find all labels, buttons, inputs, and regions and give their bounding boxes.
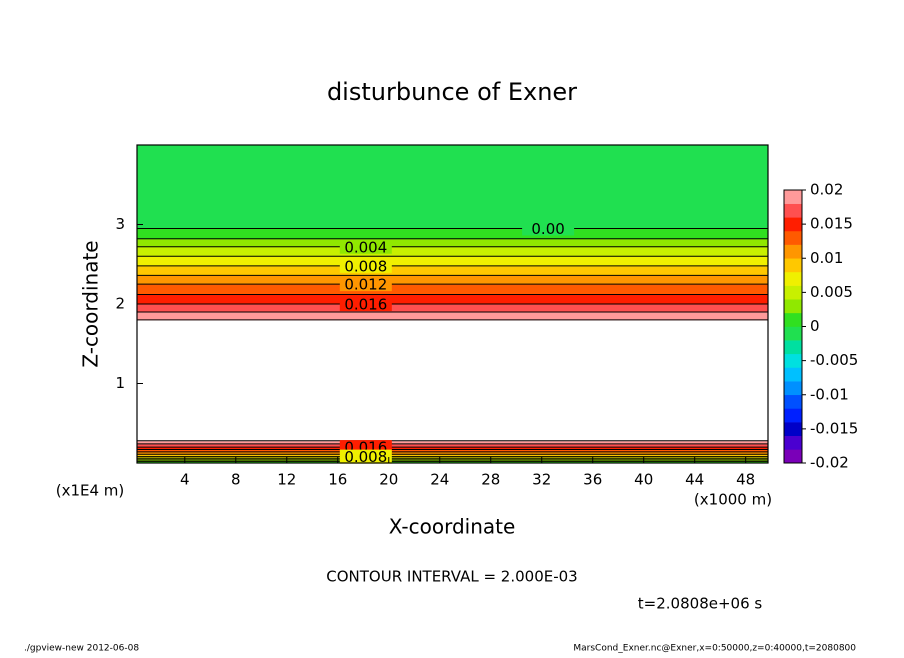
contour-label: 0.00 [531, 220, 564, 238]
x-tick-label: 24 [430, 471, 449, 489]
contour-label: 0.008 [344, 257, 387, 275]
colorbar-swatch [784, 353, 802, 368]
colorbar-swatch [784, 449, 802, 464]
contour-fill [137, 265, 768, 276]
x-tick-label: 12 [277, 471, 296, 489]
contour-label-bg [339, 297, 392, 311]
colorbar-swatch [784, 367, 802, 382]
contour-fill [137, 447, 768, 450]
x-tick-label: 8 [231, 471, 241, 489]
contour-fill [137, 319, 768, 345]
colorbar-swatch [784, 258, 802, 273]
colorbar-swatch [784, 203, 802, 218]
contour-fill [137, 343, 768, 416]
contour-label-bg [339, 258, 392, 273]
contour-fill [137, 451, 768, 455]
colorbar-swatch [784, 435, 802, 450]
colorbar-tick-label: -0.01 [810, 385, 849, 403]
contour-fill [137, 459, 768, 462]
contour-label: 0.016 [344, 296, 387, 314]
x-tick-label: 44 [685, 471, 704, 489]
colorbar-swatch [784, 244, 802, 259]
colorbar-swatch [784, 326, 802, 341]
contour-fill [137, 238, 768, 248]
y-tick-label: 1 [115, 374, 125, 392]
contour-fill [137, 304, 768, 313]
colorbar-swatch [784, 381, 802, 396]
contour-label: 0.004 [344, 238, 387, 256]
contour-fill [137, 311, 768, 321]
colorbar-swatch [784, 271, 802, 286]
contour-fill [137, 246, 768, 257]
x-tick-label: 4 [180, 471, 190, 489]
y-unit: (x1E4 m) [56, 482, 125, 500]
contour-label-bg [339, 277, 392, 292]
colorbar-swatch [784, 340, 802, 355]
colorbar-swatch [784, 230, 802, 245]
x-tick-label: 16 [328, 471, 347, 489]
colorbar-swatch [784, 190, 802, 204]
colorbar-swatch [784, 312, 802, 327]
footer-left: ./gpview-new 2012-06-08 [24, 644, 139, 654]
contour-label: 0.008 [344, 448, 387, 466]
x-tick-label: 28 [481, 471, 500, 489]
colorbar-tick-label: -0.02 [810, 454, 849, 472]
contour-label-bg [339, 239, 392, 254]
chart-title: disturbunce of Exner [327, 78, 577, 106]
contour-fill [137, 294, 768, 305]
contour-fill [137, 458, 768, 461]
contour-fill [137, 256, 768, 267]
contour-label: 0.012 [344, 276, 387, 294]
x-unit: (x1000 m) [694, 491, 772, 509]
contour-fill [137, 454, 768, 458]
colorbar-swatch [784, 299, 802, 314]
y-axis-label: Z-coordinate [79, 240, 103, 367]
x-tick-label: 32 [532, 471, 551, 489]
contour-interval: CONTOUR INTERVAL = 2.000E-03 [326, 568, 577, 586]
colorbar-swatch [784, 285, 802, 300]
x-tick-label: 48 [736, 471, 755, 489]
contour-fill [137, 456, 768, 459]
y-tick-label: 3 [115, 215, 125, 233]
colorbar-tick-label: 0.005 [810, 283, 853, 301]
colorbar-tick-label: -0.005 [810, 351, 858, 369]
contour-fill [137, 449, 768, 453]
x-tick-label: 36 [583, 471, 602, 489]
colorbar-tick-label: -0.015 [810, 419, 858, 437]
colorbar-tick-label: 0 [810, 317, 820, 335]
colorbar-tick-label: 0.01 [810, 249, 843, 267]
contour-fill [137, 145, 768, 229]
y-tick-label: 2 [115, 295, 125, 313]
colorbar-swatch [784, 217, 802, 232]
contour-label-bg [339, 449, 392, 464]
time-label: t=2.0808e+06 s [638, 595, 763, 613]
colorbar-swatch [784, 394, 802, 409]
x-tick-label: 40 [634, 471, 653, 489]
colorbar-tick-label: 0.02 [810, 181, 843, 199]
footer-right: MarsCond_Exner.nc@Exner,x=0:50000,z=0:40… [573, 644, 856, 654]
contour-fill [137, 228, 768, 240]
x-axis-label: X-coordinate [389, 515, 516, 539]
contour-fill [137, 284, 768, 295]
colorbar-swatch [784, 408, 802, 423]
colorbar-tick-label: 0.015 [810, 215, 853, 233]
contour-fill [137, 415, 768, 442]
contour-fill [137, 443, 768, 448]
x-tick-label: 20 [379, 471, 398, 489]
contour-fill [137, 440, 768, 445]
contour-label-bg [522, 221, 575, 236]
contour-fill [137, 275, 768, 285]
colorbar-swatch [784, 422, 802, 436]
